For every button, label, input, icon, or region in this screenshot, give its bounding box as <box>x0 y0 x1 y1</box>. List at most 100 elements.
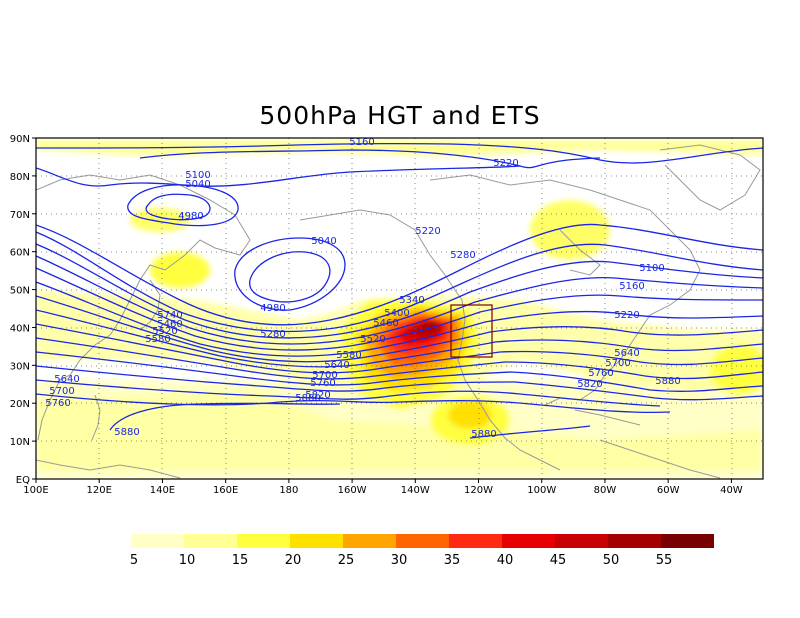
contour-line <box>36 379 661 407</box>
contour-label: 4980 <box>260 303 285 314</box>
contour-label: 5700 <box>49 386 74 397</box>
ets-blob-mexico-2 <box>448 401 492 429</box>
contour-line <box>36 365 763 401</box>
contour-label: 5580 <box>336 350 361 361</box>
coastlines <box>36 144 761 479</box>
contour-label: 5880 <box>295 393 320 404</box>
colorbar-label: 55 <box>656 553 673 568</box>
contour-labels: 5160522051005040498050405220528049805280… <box>45 137 680 440</box>
y-tick-label: 10N <box>10 437 30 448</box>
contour-line <box>139 149 601 169</box>
contour-line <box>36 323 763 374</box>
x-tick-label: 140W <box>401 485 430 496</box>
colorbar-label: 5 <box>130 553 138 568</box>
contour-line <box>36 281 763 357</box>
y-tick-label: EQ <box>16 475 30 486</box>
y-tick-label: 30N <box>10 361 30 372</box>
contour-line <box>145 193 211 221</box>
contour-label: 5220 <box>415 226 440 237</box>
colorbar-segment <box>343 534 396 548</box>
contour-label: 5160 <box>619 281 644 292</box>
ets-band-tropics-2 <box>36 390 763 470</box>
x-tick-label: 120W <box>464 485 493 496</box>
y-axis: EQ 10N 20N 30N 40N 50N 60N 70N 80N 90N <box>10 134 36 486</box>
colorbar-label: 45 <box>550 553 567 568</box>
coast-north-america-arctic <box>429 174 691 251</box>
contour-line <box>234 237 346 311</box>
region-box <box>450 304 493 358</box>
contour-label: 5340 <box>399 295 424 306</box>
coast-philippines <box>91 394 101 441</box>
coast-south-america <box>599 439 721 479</box>
x-tick-label: 140E <box>150 485 175 496</box>
grid-lines <box>36 138 763 479</box>
coast-alaska <box>299 209 463 301</box>
y-tick-label: 20N <box>10 399 30 410</box>
coast-asia <box>36 174 251 441</box>
contour-label: 5760 <box>310 378 335 389</box>
x-tick-label: 120E <box>87 485 112 496</box>
ets-blob-arctic <box>130 208 190 232</box>
contour-line <box>36 267 763 351</box>
contour-label: 5040 <box>185 179 210 190</box>
colorbar-label: 25 <box>338 553 355 568</box>
contour-label: 5640 <box>614 348 639 359</box>
y-tick-label: 90N <box>10 134 30 145</box>
contour-line <box>36 243 763 339</box>
contour-line <box>36 351 763 392</box>
contour-label: 4980 <box>178 211 203 222</box>
contour-line <box>36 255 763 345</box>
colorbar-label: 10 <box>179 553 196 568</box>
contour-line <box>36 231 763 333</box>
x-tick-label: 160E <box>213 485 238 496</box>
y-tick-label: 50N <box>10 286 30 297</box>
chart-title: 500hPa HGT and ETS <box>259 101 541 130</box>
colorbar-segment <box>184 534 237 548</box>
colorbar-segment <box>608 534 661 548</box>
colorbar-label: 40 <box>497 553 514 568</box>
contour-label: 5220 <box>493 158 518 169</box>
contour-label: 5820 <box>577 379 602 390</box>
x-tick-label: 100W <box>527 485 556 496</box>
x-tick-label: 180 <box>279 485 298 496</box>
ets-blob-atlantic <box>710 345 763 395</box>
y-tick-label: 70N <box>10 210 30 221</box>
colorbar-segment <box>396 534 449 548</box>
contour-label: 5580 <box>145 334 170 345</box>
contour-label: 5460 <box>373 318 398 329</box>
contour-label: 5520 <box>152 326 177 337</box>
x-tick-label: 100E <box>23 485 48 496</box>
contour-label: 5760 <box>588 368 613 379</box>
colorbar-segment <box>290 534 343 548</box>
colorbar-label: 35 <box>444 553 461 568</box>
contour-label: 5400 <box>384 308 409 319</box>
x-axis: 100E 120E 140E 160E 180 160W 140W 120W 100W 80W 60… <box>23 479 743 496</box>
contour-label: 5460 <box>157 319 182 330</box>
contour-line <box>127 184 239 227</box>
coast-indonesia <box>36 459 181 479</box>
contour-label: 5220 <box>614 310 639 321</box>
y-tick-label: 60N <box>10 248 30 259</box>
contour-label: 5640 <box>324 360 349 371</box>
colorbar-segment <box>449 534 502 548</box>
colorbar-segment <box>237 534 290 548</box>
colorbar-segment <box>661 534 714 548</box>
y-tick-label: 40N <box>10 323 30 334</box>
ets-blob-pacific-west <box>150 252 210 288</box>
coast-north-america-west <box>457 299 561 471</box>
contour-line <box>36 223 763 326</box>
colorbar-label: 30 <box>391 553 408 568</box>
contour-line <box>36 295 763 363</box>
contour-label: 5040 <box>311 236 336 247</box>
contour-line <box>36 165 521 187</box>
contour-label: 5760 <box>45 398 70 409</box>
coast-hudson <box>559 229 601 276</box>
contour-line <box>36 337 763 380</box>
contour-label: 5100 <box>639 263 664 274</box>
contour-label: 5160 <box>349 137 374 148</box>
x-tick-label: 60W <box>657 485 680 496</box>
contour-line <box>36 309 763 368</box>
x-tick-label: 80W <box>594 485 617 496</box>
contour-label: 5520 <box>360 334 385 345</box>
